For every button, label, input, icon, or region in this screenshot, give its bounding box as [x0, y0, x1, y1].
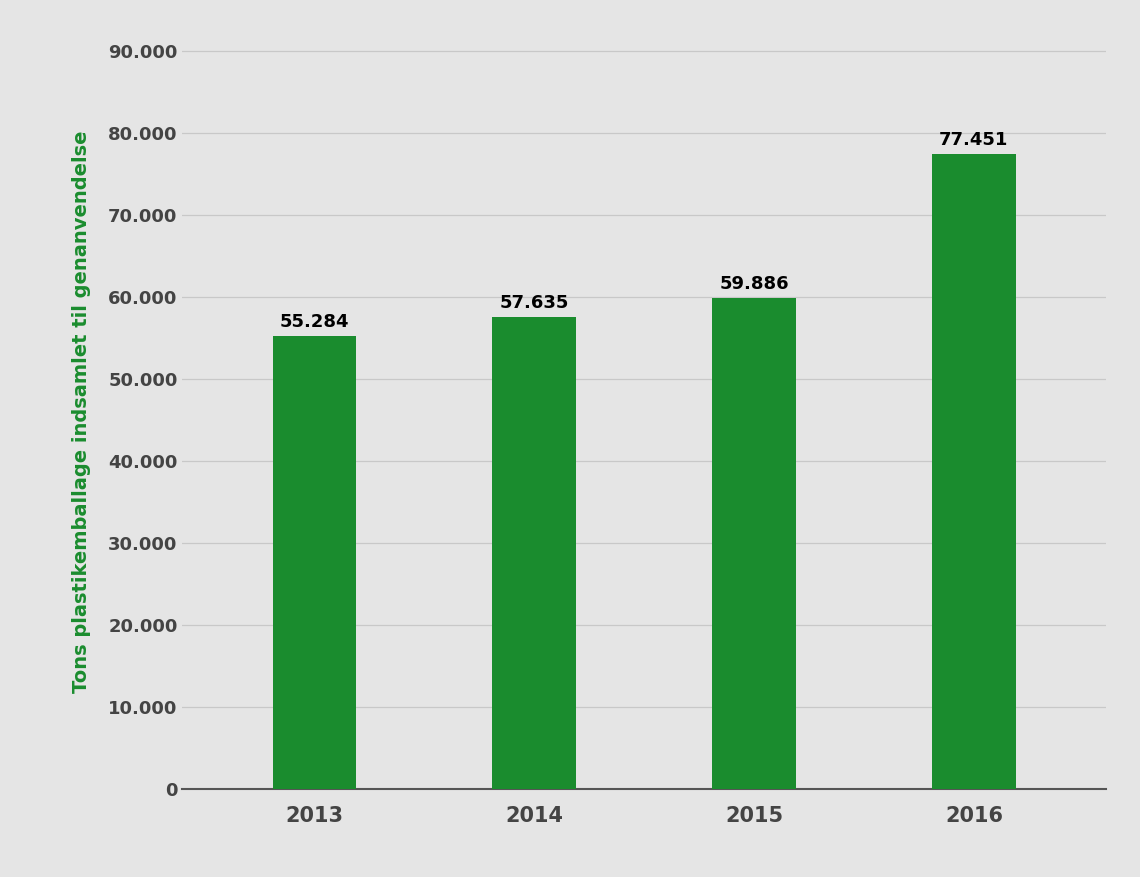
Bar — [492, 317, 576, 789]
Text: 59.886: 59.886 — [719, 275, 789, 294]
Bar — [933, 154, 1016, 789]
Bar — [712, 298, 796, 789]
Y-axis label: Tons plastikemballage indsamlet til genanvendelse: Tons plastikemballage indsamlet til gena… — [72, 131, 91, 694]
Text: 77.451: 77.451 — [939, 132, 1009, 149]
Bar — [272, 336, 356, 789]
Text: 57.635: 57.635 — [499, 294, 569, 312]
Text: 55.284: 55.284 — [279, 313, 349, 332]
